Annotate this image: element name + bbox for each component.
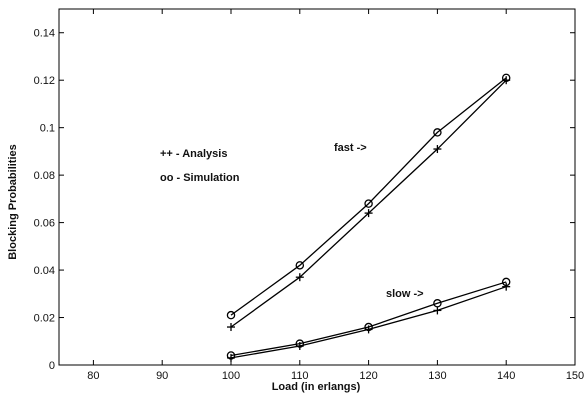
- x-tick-label: 90: [156, 370, 168, 382]
- x-tick-label: 150: [566, 370, 584, 382]
- plot-frame: [58, 8, 576, 366]
- data-point-slow-circle: [501, 277, 511, 287]
- data-point-slow-circle: [226, 351, 236, 360]
- y-tick-label: 0.14: [34, 28, 55, 40]
- y-tick-label: 0.04: [34, 265, 55, 277]
- x-tick-label: 110: [291, 370, 309, 382]
- legend-entry-analysis: ++ - Analysis: [160, 148, 227, 160]
- data-point-slow-circle: [433, 299, 442, 308]
- y-tick-label: 0.06: [34, 218, 55, 230]
- x-tick-label: 120: [359, 370, 377, 382]
- data-point-slow-circle: [295, 339, 305, 348]
- plot-axes: [58, 8, 576, 366]
- x-axis-label: Load (in erlangs): [272, 381, 361, 393]
- series-line-slow-circle: [230, 281, 507, 357]
- data-point-fast-plus: [364, 209, 373, 218]
- data-point-fast-circle: [295, 261, 305, 270]
- x-tick-label: 100: [222, 370, 240, 382]
- series-line-fast-circle: [230, 77, 507, 316]
- data-point-slow-plus: [502, 282, 511, 291]
- y-tick-label: 0.08: [34, 170, 55, 182]
- y-axis-label: Blocking Probabilities: [7, 144, 19, 260]
- x-tick-label: 130: [428, 370, 446, 382]
- data-point-fast-circle: [501, 73, 511, 83]
- series-lines: [230, 77, 507, 359]
- y-tick-label: 0.12: [34, 75, 55, 87]
- y-tick-label: 0.02: [34, 313, 55, 325]
- data-point-fast-plus: [295, 273, 304, 282]
- data-point-fast-plus: [227, 323, 235, 332]
- x-ticks: 80 90 100 110 120 130 140 150: [87, 9, 584, 382]
- legend: ++ - Analysis oo - Simulation: [160, 148, 240, 184]
- y-ticks: 0 0.02 0.04 0.06 0.08 0.1 0.12 0.14: [34, 28, 575, 372]
- data-point-slow-circle: [364, 322, 373, 332]
- data-point-slow-plus: [433, 306, 442, 315]
- data-point-fast-circle: [433, 128, 442, 137]
- x-tick-label: 80: [87, 370, 99, 382]
- y-tick-label: 0.1: [40, 123, 55, 135]
- annotation-fast: fast ->: [334, 142, 367, 154]
- series-markers: [226, 73, 511, 362]
- annotation-slow: slow ->: [386, 288, 424, 300]
- legend-entry-simulation: oo - Simulation: [160, 172, 240, 184]
- data-point-fast-plus: [433, 145, 442, 154]
- data-point-fast-circle: [226, 310, 236, 320]
- data-point-fast-circle: [364, 199, 373, 208]
- y-tick-label: 0: [49, 360, 55, 372]
- x-tick-label: 140: [497, 370, 515, 382]
